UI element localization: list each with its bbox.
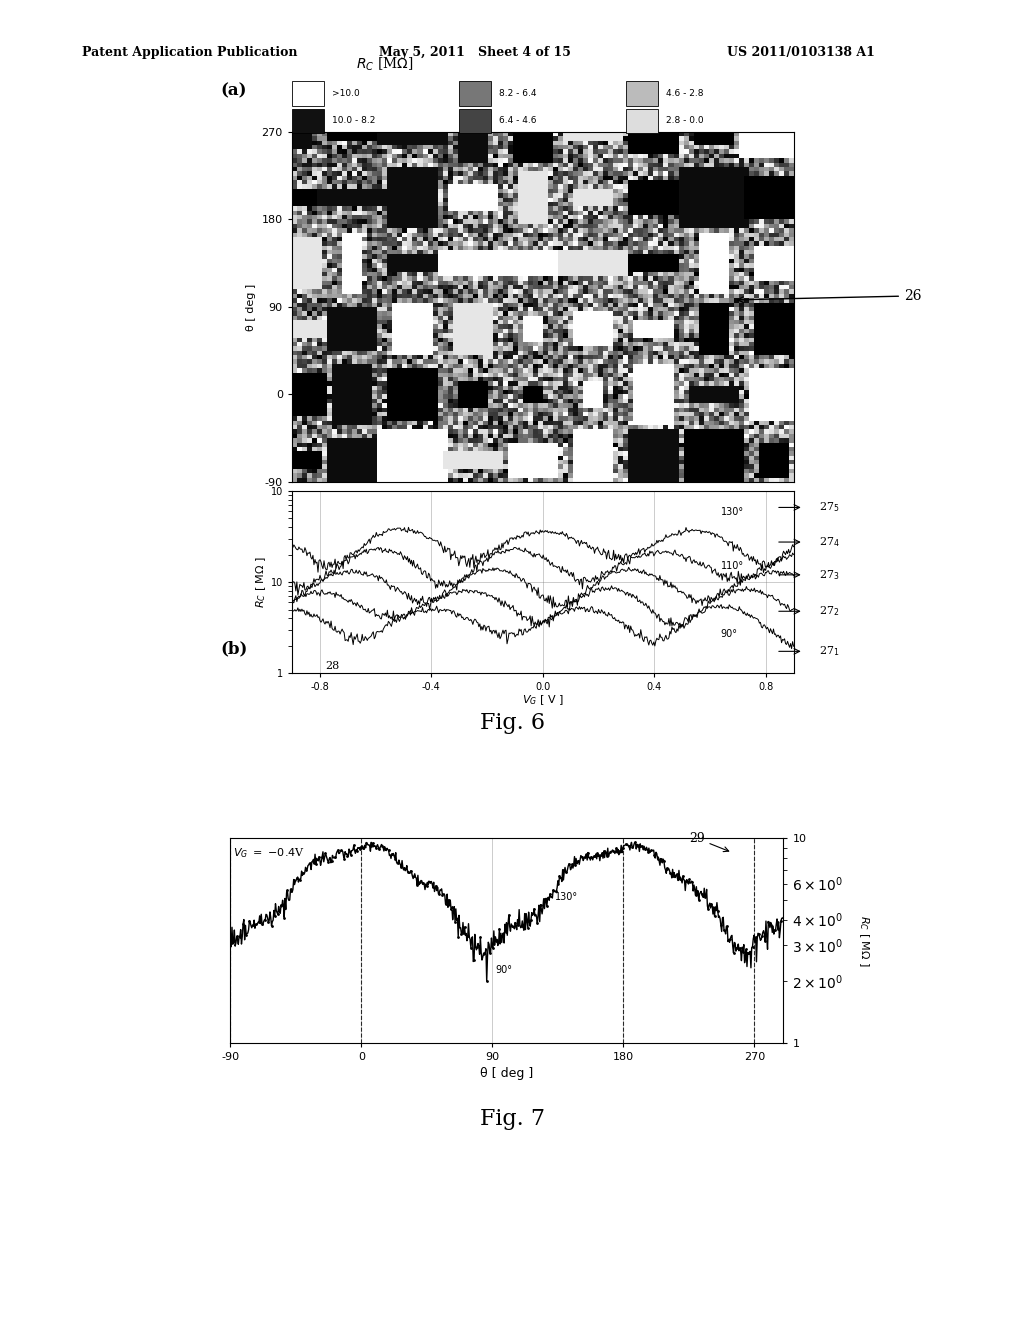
- Text: Patent Application Publication: Patent Application Publication: [82, 46, 297, 59]
- Bar: [459, 81, 490, 106]
- Text: 8.2 - 6.4: 8.2 - 6.4: [500, 88, 537, 98]
- Text: 4.6 - 2.8: 4.6 - 2.8: [667, 88, 703, 98]
- Bar: [292, 108, 324, 133]
- Text: Fig. 7: Fig. 7: [479, 1107, 545, 1130]
- Text: 90°: 90°: [496, 965, 512, 974]
- Text: 26: 26: [737, 289, 922, 302]
- Text: $V_G$ $=$ $-0.4$V: $V_G$ $=$ $-0.4$V: [233, 846, 305, 859]
- Bar: [627, 81, 658, 106]
- X-axis label: θ [ deg ]: θ [ deg ]: [480, 1068, 534, 1080]
- Text: 10.0 - 8.2: 10.0 - 8.2: [332, 116, 376, 125]
- Bar: [292, 81, 324, 106]
- Y-axis label: $R_C$ [ M$\Omega$ ]: $R_C$ [ M$\Omega$ ]: [857, 915, 871, 966]
- Text: 6.4 - 4.6: 6.4 - 4.6: [500, 116, 537, 125]
- Text: 90°: 90°: [721, 628, 738, 639]
- Text: 27$_2$: 27$_2$: [819, 605, 840, 618]
- Text: 110°: 110°: [721, 561, 744, 572]
- Bar: [459, 108, 490, 133]
- Text: Fig. 6: Fig. 6: [479, 711, 545, 734]
- Text: 130°: 130°: [721, 507, 744, 516]
- Text: 2.8 - 0.0: 2.8 - 0.0: [667, 116, 705, 125]
- Text: 27$_1$: 27$_1$: [819, 644, 840, 659]
- Y-axis label: $R_C$ [ M$\Omega$ ]: $R_C$ [ M$\Omega$ ]: [254, 556, 268, 609]
- Text: US 2011/0103138 A1: US 2011/0103138 A1: [727, 46, 874, 59]
- Y-axis label: θ [ deg ]: θ [ deg ]: [246, 284, 256, 330]
- Text: 27$_4$: 27$_4$: [819, 535, 840, 549]
- Text: $R_C$ [M$\Omega$]: $R_C$ [M$\Omega$]: [356, 55, 414, 73]
- X-axis label: $V_G$ [ V ]: $V_G$ [ V ]: [522, 693, 563, 708]
- Text: 130°: 130°: [555, 892, 578, 902]
- Text: May 5, 2011   Sheet 4 of 15: May 5, 2011 Sheet 4 of 15: [379, 46, 570, 59]
- Text: >10.0: >10.0: [332, 88, 359, 98]
- Text: 28: 28: [326, 661, 340, 672]
- Text: 27$_3$: 27$_3$: [819, 568, 840, 582]
- Text: 27$_5$: 27$_5$: [819, 500, 840, 515]
- Bar: [627, 108, 658, 133]
- Text: (a): (a): [220, 82, 247, 99]
- Text: 29: 29: [689, 832, 729, 851]
- Text: (b): (b): [220, 640, 248, 657]
